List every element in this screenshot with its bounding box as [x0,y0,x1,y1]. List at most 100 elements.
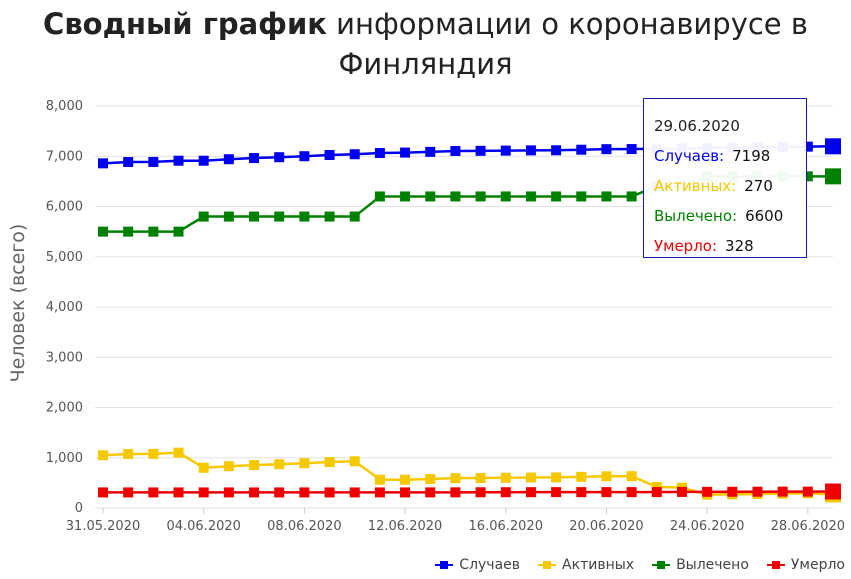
data-point [576,487,587,498]
data-point [651,481,662,492]
data-point [500,145,511,156]
data-point [123,448,134,459]
data-point [249,460,260,471]
legend-item-cases[interactable]: Случаев [435,557,520,573]
data-point [475,191,486,202]
data-point [123,226,134,237]
data-point [500,472,511,483]
tooltip-deaths-value: 328 [725,237,754,255]
data-point [551,145,562,156]
data-point [324,211,335,222]
data-point [148,156,159,167]
data-point [299,151,310,162]
x-tick-label: 28.06.2020 [771,519,845,534]
data-point [425,146,436,157]
data-point [173,226,184,237]
data-point [148,487,159,498]
data-point [601,144,612,155]
data-point [551,472,562,483]
data-point [98,158,108,169]
data-point [400,487,411,498]
legend-label-recovered: Вылечено [676,557,749,573]
data-point [626,191,637,202]
chart-title: Сводный график информации о коронавирусе… [0,4,851,84]
data-point [425,191,436,202]
chart-title-rest: информации о коронавирусе в Финляндия [326,7,808,81]
legend-item-recovered[interactable]: Вылечено [652,557,749,573]
data-point [752,486,763,497]
series-line-1 [102,451,834,496]
data-point [374,191,385,202]
data-point [450,487,461,498]
tooltip-cases-label: Случаев: [654,147,725,165]
tooltip-row-active: Активных: 270 [654,171,796,201]
data-point [349,211,360,222]
data-point [274,487,285,498]
data-point [702,486,713,497]
data-point [626,144,637,155]
y-tick-label: 4,000 [46,300,83,315]
legend-item-active[interactable]: Активных [538,557,634,573]
data-point [500,191,511,202]
chart-title-bold: Сводный график [43,7,327,41]
data-point [223,211,234,222]
data-point [249,487,260,498]
data-point [349,456,360,467]
data-point [400,474,411,485]
data-point [223,461,234,472]
y-tick-label: 5,000 [46,250,83,265]
data-point [198,211,209,222]
y-tick-label: 0 [75,501,83,516]
data-point [500,487,511,498]
data-point [525,487,536,498]
data-point [274,152,285,163]
data-point [98,226,108,237]
data-point [525,191,536,202]
data-point [576,144,587,155]
data-point [825,168,841,185]
data-point [576,191,587,202]
tooltip-active-label: Активных: [654,177,737,195]
data-point [551,191,562,202]
legend-item-deaths[interactable]: Умерло [766,557,845,573]
data-point [249,211,260,222]
data-point [626,487,637,498]
data-point [299,458,310,469]
data-point [198,462,209,473]
data-point [651,487,662,498]
data-point [148,226,159,237]
chart-legend: Случаев Активных Вылечено Умерло [435,557,845,573]
data-point [148,448,159,459]
data-point [349,487,360,498]
tooltip-row-deaths: Умерло: 328 [654,231,796,261]
data-point [173,487,184,498]
tooltip-date: 29.06.2020 [654,117,740,135]
data-point [400,147,411,158]
data-point [450,146,461,157]
data-point [123,157,134,168]
data-point [825,483,841,500]
y-tick-label: 3,000 [46,350,83,365]
data-point [324,149,335,160]
tooltip-row-recovered: Вылечено: 6600 [654,201,796,231]
data-point [425,487,436,498]
x-tick-label: 12.06.2020 [368,519,442,534]
data-point [98,487,108,498]
x-tick-label: 08.06.2020 [267,519,341,534]
x-tick-label: 31.05.2020 [66,519,140,534]
legend-swatch-deaths [766,561,785,569]
x-tick-label: 20.06.2020 [569,519,643,534]
tooltip-recovered-label: Вылечено: [654,207,738,225]
data-point [475,145,486,156]
data-point [274,459,285,470]
legend-label-active: Активных [562,557,635,573]
y-tick-label: 2,000 [46,401,83,416]
data-point [450,473,461,484]
y-tick-label: 7,000 [46,149,83,164]
data-point [198,155,209,166]
data-point [802,141,813,152]
legend-label-deaths: Умерло [790,557,845,573]
tooltip-recovered-value: 6600 [745,207,784,225]
x-tick-label: 04.06.2020 [166,519,240,534]
